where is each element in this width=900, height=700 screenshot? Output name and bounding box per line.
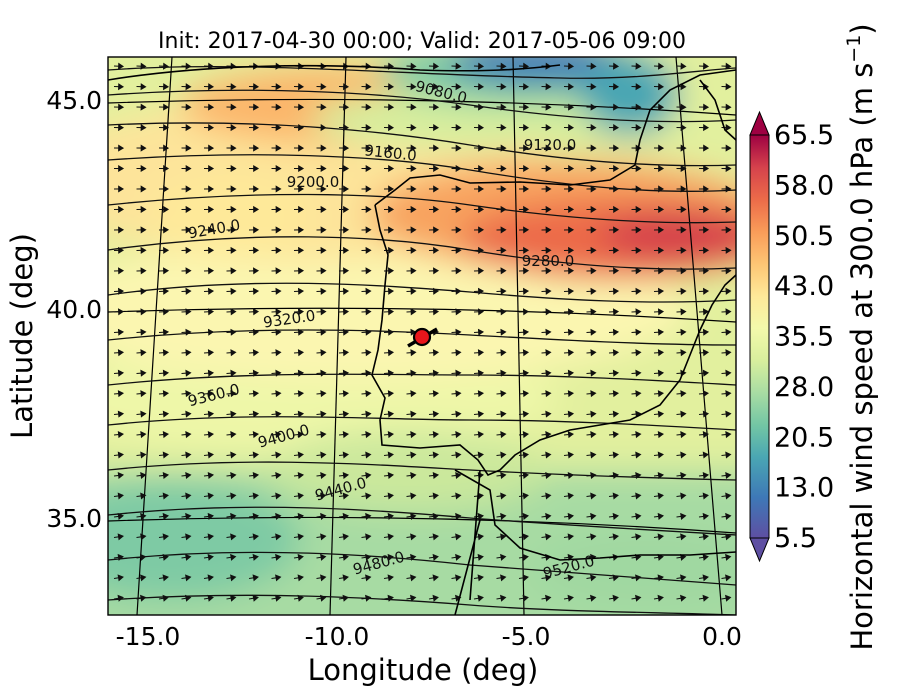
colorbar-tick-label: 58.0 [774,170,834,201]
x-tick-label: 0.0 [702,622,742,651]
y-tick-label: 35.0 [46,504,102,533]
coastline [108,64,736,615]
x-tick-label: -5.0 [502,622,551,651]
y-axis-label: Latitude (deg) [5,233,39,439]
wind-vectors [113,62,732,602]
colorbar-tick-label: 43.0 [774,271,834,302]
x-tick-label: -15.0 [116,622,181,651]
plot-title: Init: 2017-04-30 00:00; Valid: 2017-05-0… [158,29,686,54]
colorbar-ramp [750,135,769,538]
colorbar-tick-label: 5.5 [774,523,817,554]
location-marker [407,327,438,348]
colorbar-min-extend [749,537,770,563]
colorbar-tick-label: 20.5 [774,422,834,453]
y-tick-label: 45.0 [46,86,102,115]
y-axis: 45.0 40.0 35.0 Latitude (deg) [5,86,102,533]
axes-frame [107,56,737,616]
x-axis-label: Longitude (deg) [308,653,539,687]
height-contours [108,65,736,615]
colorbar-max-extend [749,110,770,136]
graticule [108,57,736,615]
x-tick-label: -10.0 [305,622,370,651]
contour-label: 9160.0 [363,141,417,164]
colorbar-tick-label: 13.0 [774,473,834,504]
y-tick-label: 40.0 [46,295,102,324]
x-axis: -15.0 -10.0 -5.0 0.0 Longitude (deg) [116,622,742,687]
colorbar-tick-label: 65.5 [774,120,834,151]
map-panel [108,57,736,615]
colorbar-label: Horizontal wind speed at 300.0 hPa (m s−… [843,23,879,650]
colorbar-tick-label: 35.5 [774,322,834,353]
contour-label: 9200.0 [287,173,340,191]
colorbar-tick-label: 50.5 [774,221,834,252]
contour-label: 9120.0 [524,136,577,154]
colorbar-tick-label: 28.0 [774,372,834,403]
colorbar: 65.5 58.0 50.5 43.0 35.5 28.0 20.5 13.0 5.5 Hori… [749,23,879,651]
contour-label: 9280.0 [522,252,575,270]
